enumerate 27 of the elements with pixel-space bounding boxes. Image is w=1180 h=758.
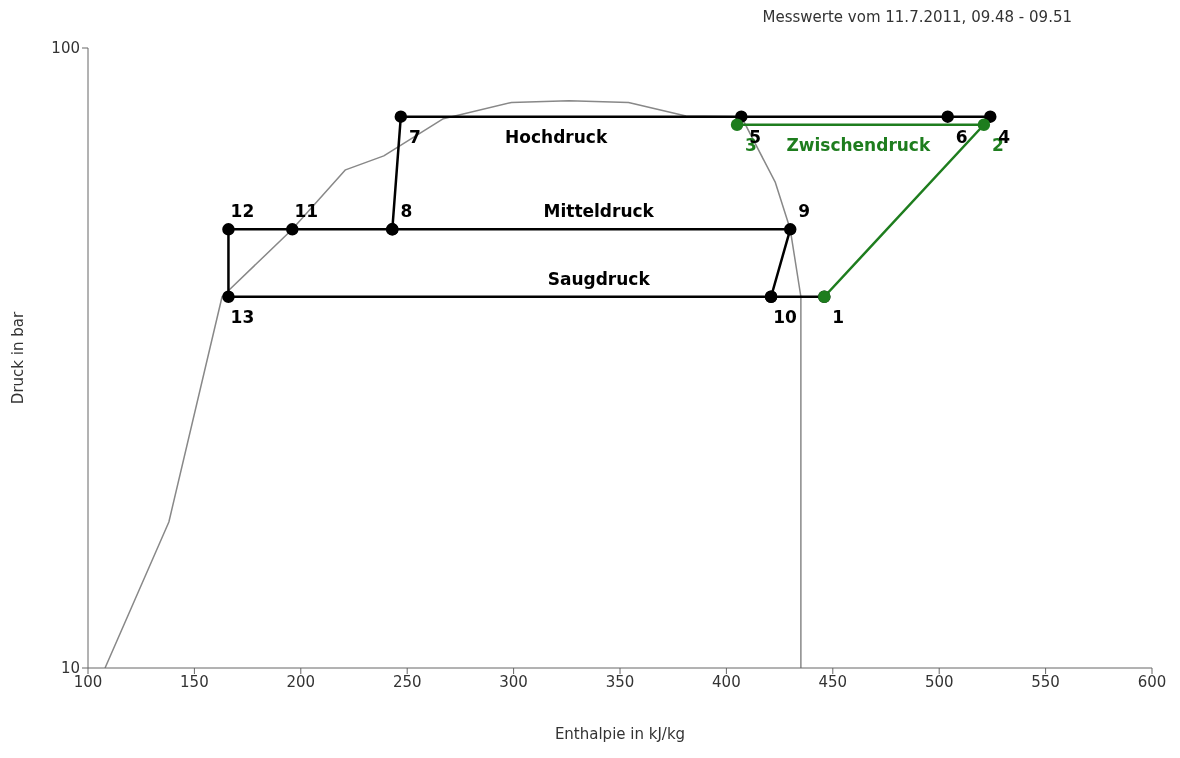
annotation: 11 — [294, 201, 319, 222]
x-tick-label: 100 — [73, 672, 103, 691]
x-tick-label: 250 — [392, 672, 422, 691]
x-tick-label: 200 — [286, 672, 316, 691]
annotation: 10 — [773, 306, 798, 327]
annotation: 13 — [230, 306, 255, 327]
chart-title: Messwerte vom 11.7.2011, 09.48 - 09.51 — [761, 8, 1073, 28]
annotation: Hochdruck — [505, 126, 608, 147]
x-tick-label: 300 — [499, 672, 528, 691]
annotation: 12 — [230, 201, 255, 222]
annotation: 1 — [832, 306, 845, 327]
annotation: 9 — [798, 201, 811, 222]
x-tick-label: 150 — [180, 672, 209, 691]
annotation: 7 — [408, 126, 421, 147]
x-axis-title: Enthalpie in kJ/kg — [554, 724, 686, 743]
x-tick-label: 500 — [924, 672, 954, 691]
annotation: 6 — [955, 126, 968, 147]
x-tick-label: 400 — [712, 672, 741, 691]
annotation: 8 — [400, 201, 413, 222]
annotation: Mitteldruck — [543, 201, 655, 222]
y-axis-title: Druck in bar — [9, 311, 28, 405]
x-tick-label: 350 — [605, 672, 635, 691]
annotation: Saugdruck — [547, 268, 651, 289]
x-tick-label: 450 — [818, 672, 848, 691]
annotation: Zwischendruck — [786, 134, 931, 155]
x-tick-label: 550 — [1031, 672, 1060, 691]
x-tick-label: 600 — [1137, 672, 1167, 691]
